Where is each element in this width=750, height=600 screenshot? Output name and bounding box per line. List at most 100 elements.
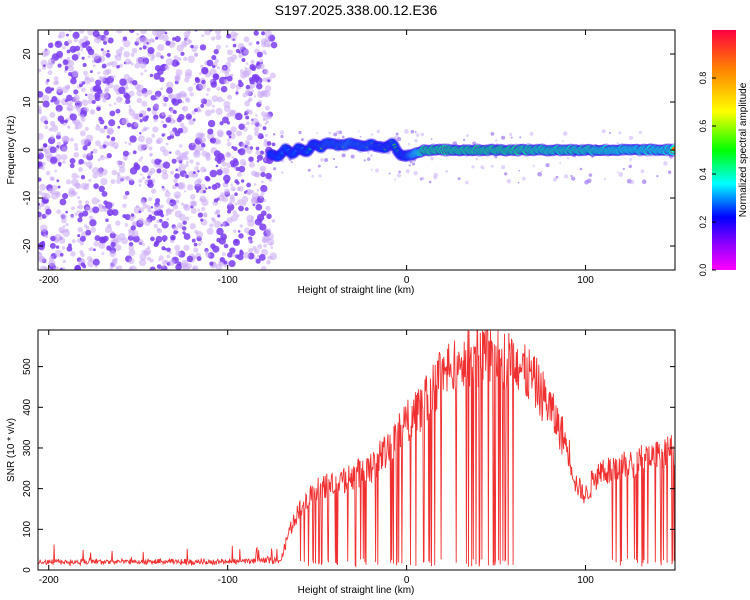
- noise-speckle: [41, 161, 46, 166]
- noise-speckle: [259, 194, 264, 199]
- noise-speckle: [79, 83, 83, 88]
- noise-speckle: [226, 223, 230, 226]
- noise-speckle: [161, 265, 165, 268]
- noise-speckle: [183, 56, 188, 62]
- noise-speckle: [179, 144, 183, 148]
- noise-speckle: [136, 84, 144, 92]
- noise-speckle: [124, 141, 128, 144]
- signal-speckle: [521, 176, 526, 181]
- signal-speckle: [562, 131, 568, 136]
- noise-speckle: [248, 41, 253, 46]
- noise-speckle: [79, 235, 86, 242]
- signal-speckle: [579, 167, 583, 171]
- noise-speckle: [95, 140, 101, 147]
- signal-speckle: [561, 140, 564, 143]
- noise-speckle: [72, 31, 80, 39]
- signal-speckle: [466, 134, 469, 137]
- noise-speckle: [118, 86, 126, 95]
- noise-speckle: [150, 94, 157, 101]
- noise-speckle: [100, 155, 104, 158]
- noise-speckle: [116, 172, 121, 176]
- noise-speckle: [186, 255, 194, 263]
- noise-speckle: [66, 49, 71, 54]
- noise-speckle: [57, 185, 61, 189]
- noise-speckle: [175, 263, 182, 270]
- signal-speckle: [318, 174, 322, 178]
- noise-speckle: [172, 204, 179, 210]
- noise-speckle: [255, 203, 263, 211]
- noise-speckle: [200, 166, 206, 173]
- noise-speckle: [182, 92, 188, 98]
- noise-speckle: [164, 31, 168, 35]
- noise-speckle: [200, 218, 204, 222]
- noise-speckle: [113, 75, 116, 79]
- colorbar-tick-label: 0.6: [698, 120, 708, 133]
- noise-speckle: [194, 166, 199, 171]
- noise-speckle: [168, 251, 172, 255]
- noise-speckle: [149, 37, 155, 43]
- noise-speckle: [182, 264, 190, 270]
- snr-y-tick-label: 400: [22, 399, 33, 416]
- noise-speckle: [110, 179, 116, 185]
- noise-speckle: [70, 251, 76, 257]
- noise-speckle: [117, 161, 126, 169]
- noise-speckle: [49, 242, 56, 249]
- noise-speckle: [256, 41, 260, 45]
- noise-speckle: [240, 179, 245, 183]
- noise-speckle: [111, 209, 119, 216]
- noise-speckle: [147, 208, 152, 213]
- noise-speckle: [88, 215, 94, 221]
- noise-speckle: [106, 127, 114, 135]
- noise-speckle: [153, 72, 161, 80]
- noise-speckle: [156, 264, 162, 269]
- noise-speckle: [221, 221, 226, 227]
- noise-speckle: [92, 148, 98, 154]
- noise-speckle: [202, 212, 208, 217]
- signal-speckle: [588, 173, 593, 177]
- noise-speckle: [121, 117, 129, 125]
- noise-speckle: [103, 207, 109, 213]
- noise-speckle: [38, 162, 42, 167]
- noise-speckle: [184, 96, 190, 102]
- noise-speckle: [128, 242, 134, 247]
- noise-speckle: [60, 213, 67, 220]
- noise-speckle: [201, 150, 208, 157]
- noise-speckle: [81, 41, 88, 48]
- noise-speckle: [155, 30, 160, 33]
- noise-speckle: [211, 104, 215, 108]
- spectrogram-y-axis-label: Frequency (Hz): [6, 116, 17, 185]
- noise-speckle: [67, 125, 71, 129]
- noise-speckle: [247, 247, 254, 253]
- noise-speckle: [139, 207, 145, 212]
- noise-speckle: [168, 259, 176, 266]
- noise-speckle: [216, 66, 221, 70]
- noise-speckle: [131, 47, 138, 54]
- signal-speckle: [667, 170, 672, 174]
- signal-speckle: [280, 159, 285, 163]
- noise-speckle: [205, 187, 208, 190]
- noise-speckle: [265, 133, 268, 137]
- noise-speckle: [115, 266, 119, 270]
- signal-speckle: [279, 130, 285, 135]
- noise-speckle: [165, 64, 169, 69]
- noise-speckle: [65, 84, 70, 90]
- noise-speckle: [248, 156, 254, 162]
- noise-speckle: [169, 130, 175, 136]
- noise-speckle: [194, 144, 202, 153]
- noise-speckle: [251, 117, 259, 125]
- noise-speckle: [105, 201, 113, 210]
- signal-speckle: [529, 131, 534, 136]
- noise-speckle: [261, 191, 265, 195]
- noise-speckle: [136, 97, 143, 104]
- noise-speckle: [239, 158, 247, 166]
- noise-speckle: [209, 261, 214, 266]
- noise-speckle: [61, 146, 68, 153]
- noise-speckle: [153, 210, 160, 216]
- signal-speckle: [509, 132, 513, 137]
- snr-y-tick-label: 100: [22, 521, 33, 538]
- noise-speckle: [253, 30, 259, 36]
- noise-speckle: [188, 39, 193, 44]
- signal-speckle: [545, 163, 550, 168]
- signal-speckle: [618, 172, 624, 177]
- signal-speckle: [415, 133, 420, 137]
